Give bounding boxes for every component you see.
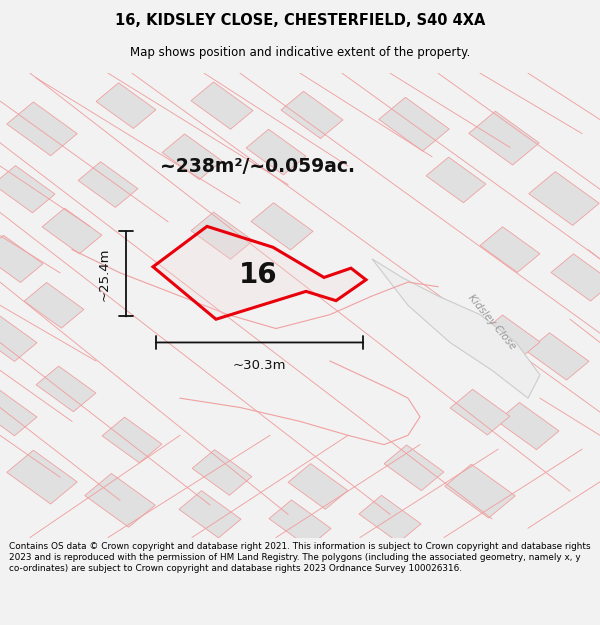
Polygon shape <box>102 417 162 462</box>
Polygon shape <box>85 474 155 528</box>
Polygon shape <box>480 227 540 272</box>
Polygon shape <box>426 157 486 202</box>
Polygon shape <box>36 366 96 412</box>
Text: 16: 16 <box>239 261 277 289</box>
Text: 16, KIDSLEY CLOSE, CHESTERFIELD, S40 4XA: 16, KIDSLEY CLOSE, CHESTERFIELD, S40 4XA <box>115 13 485 28</box>
Polygon shape <box>529 172 599 226</box>
Text: Contains OS data © Crown copyright and database right 2021. This information is : Contains OS data © Crown copyright and d… <box>9 542 590 574</box>
Polygon shape <box>480 315 540 361</box>
Polygon shape <box>24 282 84 328</box>
Polygon shape <box>551 254 600 301</box>
Polygon shape <box>0 389 37 436</box>
Polygon shape <box>162 134 222 179</box>
Polygon shape <box>281 91 343 139</box>
Polygon shape <box>372 259 540 398</box>
Polygon shape <box>497 402 559 449</box>
Text: ~30.3m: ~30.3m <box>233 359 286 372</box>
Polygon shape <box>7 450 77 504</box>
Polygon shape <box>0 235 43 282</box>
Polygon shape <box>288 464 348 509</box>
Polygon shape <box>96 83 156 128</box>
Polygon shape <box>379 98 449 151</box>
Polygon shape <box>384 445 444 491</box>
Text: Map shows position and indicative extent of the property.: Map shows position and indicative extent… <box>130 46 470 59</box>
Text: Kidsley Close: Kidsley Close <box>466 292 518 351</box>
Polygon shape <box>42 208 102 254</box>
Polygon shape <box>359 496 421 542</box>
Text: ~238m²/~0.059ac.: ~238m²/~0.059ac. <box>161 156 355 176</box>
Polygon shape <box>450 389 510 435</box>
Polygon shape <box>445 464 515 518</box>
Polygon shape <box>191 212 253 259</box>
Polygon shape <box>153 226 366 319</box>
Polygon shape <box>78 162 138 208</box>
Polygon shape <box>7 102 77 156</box>
Polygon shape <box>269 500 331 547</box>
Polygon shape <box>191 82 253 129</box>
Polygon shape <box>192 450 252 495</box>
Polygon shape <box>0 166 55 212</box>
Polygon shape <box>179 491 241 538</box>
Text: ~25.4m: ~25.4m <box>98 248 111 301</box>
Polygon shape <box>0 314 37 361</box>
Polygon shape <box>527 332 589 380</box>
Polygon shape <box>246 129 306 175</box>
Polygon shape <box>469 111 539 165</box>
Polygon shape <box>251 202 313 250</box>
